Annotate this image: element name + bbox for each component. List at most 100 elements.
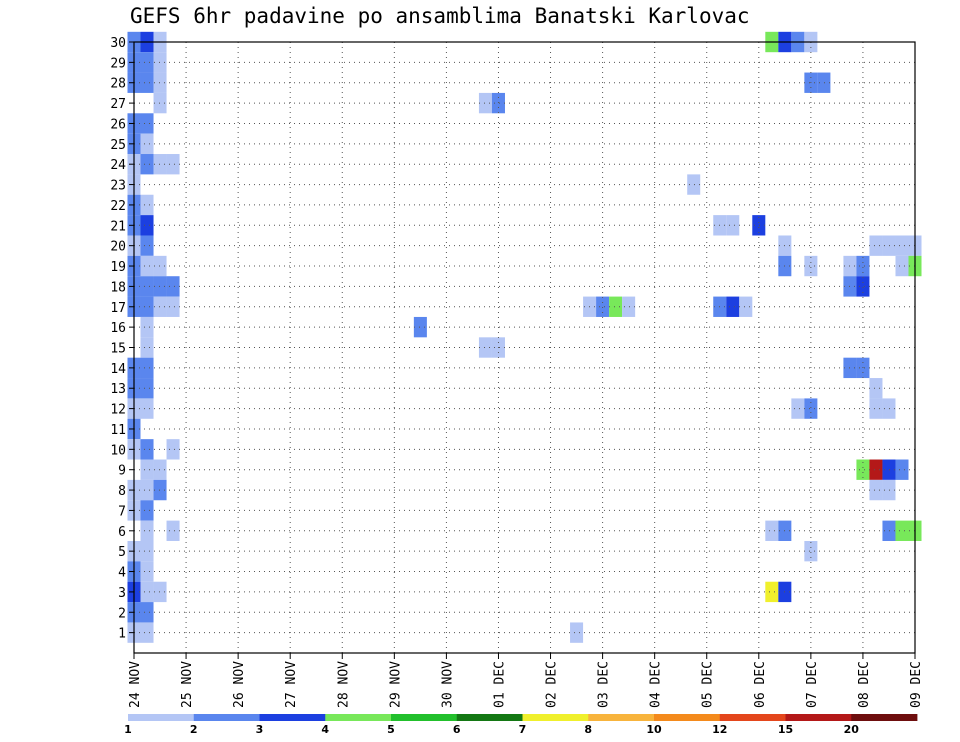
y-tick-label: 4 <box>118 566 126 581</box>
y-tick-label: 19 <box>110 260 126 275</box>
heatmap-cell <box>140 622 154 643</box>
x-tick-label: 03 DEC <box>597 661 612 708</box>
colorbar-label: 20 <box>844 723 860 736</box>
y-tick-label: 5 <box>118 545 126 560</box>
heatmap-cell <box>895 235 909 256</box>
heatmap-cell <box>140 500 154 521</box>
heatmap-cell <box>140 235 154 256</box>
heatmap-cell <box>765 581 779 603</box>
heatmap-cell <box>804 255 818 277</box>
x-tick-label: 28 NOV <box>336 661 351 708</box>
heatmap-cell <box>413 316 427 338</box>
x-tick-label: 24 NOV <box>128 661 143 708</box>
heatmap-cell <box>869 459 883 480</box>
heatmap-cell <box>687 174 701 195</box>
y-tick-label: 3 <box>118 586 126 601</box>
heatmap-cell <box>153 581 167 603</box>
heatmap-cell <box>140 113 154 134</box>
y-tick-label: 9 <box>118 464 126 479</box>
y-tick-label: 28 <box>110 77 126 92</box>
y-axis-ticks: 1234567891011121314151617181920212223242… <box>110 36 134 642</box>
heatmap-cell <box>153 52 167 73</box>
heatmap-cell <box>153 92 167 114</box>
heatmap-cell <box>140 276 154 297</box>
heatmap-cell <box>153 296 167 317</box>
heatmap-cell <box>478 92 492 114</box>
heatmap-cell <box>153 276 167 297</box>
heatmap-cell <box>622 296 636 317</box>
colorbar-label: 8 <box>584 723 592 736</box>
heatmap-cell <box>153 72 167 93</box>
y-tick-label: 2 <box>118 606 126 621</box>
heatmap-cell <box>140 398 154 419</box>
heatmap-cell <box>140 378 154 399</box>
heatmap-cell <box>856 276 870 297</box>
heatmap-cell <box>166 439 180 460</box>
y-tick-label: 7 <box>118 504 126 519</box>
colorbar-segment <box>851 714 918 721</box>
y-tick-label: 17 <box>110 301 126 316</box>
heatmap-cell <box>804 398 818 419</box>
colorbar-segment <box>719 714 786 721</box>
heatmap-cell <box>140 561 154 582</box>
colorbar-segment <box>654 714 721 721</box>
heatmap-cell <box>140 540 154 562</box>
heatmap-cell <box>895 255 909 277</box>
colorbar-segment <box>785 714 852 721</box>
heatmap-cell <box>726 215 740 236</box>
colorbar-segment <box>588 714 655 721</box>
heatmap-cell <box>166 296 180 317</box>
heatmap-cell <box>140 316 154 338</box>
heatmap-cell <box>817 72 831 93</box>
heatmap-cell <box>609 296 623 317</box>
y-tick-label: 13 <box>110 382 126 397</box>
heatmap-cell <box>882 235 896 256</box>
y-tick-label: 21 <box>110 219 126 234</box>
x-tick-label: 09 DEC <box>909 661 924 708</box>
colorbar-segment <box>128 714 195 721</box>
heatmap-cell <box>726 296 740 317</box>
x-tick-label: 02 DEC <box>545 661 560 708</box>
heatmap-cell <box>869 479 883 501</box>
heatmap-cell <box>478 337 492 358</box>
y-tick-label: 18 <box>110 280 126 295</box>
colorbar-label: 2 <box>190 723 198 736</box>
x-tick-label: 01 DEC <box>492 661 507 708</box>
colorbar-label: 5 <box>387 723 395 736</box>
heatmap-cell <box>491 92 505 114</box>
heatmap-cell <box>140 255 154 277</box>
y-tick-label: 22 <box>110 199 126 214</box>
heatmap-cell <box>140 194 154 216</box>
y-tick-label: 12 <box>110 403 126 418</box>
colorbar-label: 10 <box>646 723 662 736</box>
heatmap-cell <box>140 52 154 73</box>
heatmap-cell <box>882 459 896 480</box>
heatmap-cell <box>140 357 154 379</box>
colorbar-segment <box>456 714 523 721</box>
heatmap-cell <box>140 602 154 623</box>
x-tick-label: 26 NOV <box>232 661 247 708</box>
heatmap-cell <box>765 520 779 541</box>
x-tick-label: 27 NOV <box>284 661 299 708</box>
y-tick-label: 6 <box>118 525 126 540</box>
colorbar: 1 2 3 4 5 6 7 8 10 12 15 20 <box>124 714 918 736</box>
heatmap-cell <box>869 398 883 419</box>
y-tick-label: 26 <box>110 117 126 132</box>
y-tick-label: 29 <box>110 56 126 71</box>
y-tick-label: 20 <box>110 240 126 255</box>
heatmap-cell <box>140 337 154 358</box>
heatmap-cell <box>140 133 154 155</box>
heatmap-cell <box>140 439 154 460</box>
heatmap-cell <box>166 154 180 175</box>
heatmap-cell <box>596 296 610 317</box>
colorbar-label: 3 <box>256 723 264 736</box>
heatmap-cell <box>869 235 883 256</box>
heatmap-cell <box>882 479 896 501</box>
heatmap-cell <box>140 479 154 501</box>
colorbar-label: 7 <box>519 723 527 736</box>
heatmap-cell <box>140 296 154 317</box>
x-tick-label: 04 DEC <box>649 661 664 708</box>
y-tick-label: 10 <box>110 443 126 458</box>
heatmap-cell <box>140 72 154 93</box>
